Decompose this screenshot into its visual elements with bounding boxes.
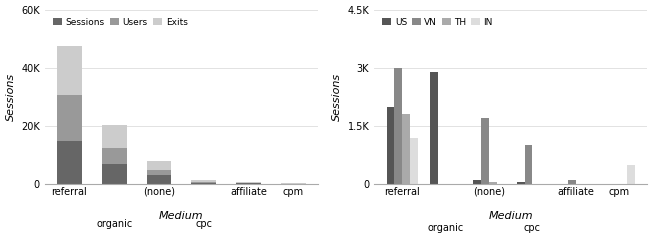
- Bar: [147, 161, 171, 170]
- Text: cpc: cpc: [195, 219, 212, 229]
- Y-axis label: Sessions: Sessions: [332, 73, 342, 121]
- Text: cpc: cpc: [524, 223, 541, 233]
- Bar: [236, 182, 261, 183]
- Bar: [568, 180, 576, 184]
- Bar: [147, 175, 171, 184]
- Bar: [57, 46, 82, 95]
- Bar: [524, 145, 532, 184]
- Text: organic: organic: [428, 223, 464, 233]
- X-axis label: Medium: Medium: [488, 211, 533, 221]
- Bar: [473, 180, 481, 184]
- Bar: [191, 183, 216, 184]
- Bar: [402, 114, 410, 184]
- Bar: [410, 138, 418, 184]
- Legend: Sessions, Users, Exits: Sessions, Users, Exits: [49, 14, 191, 30]
- Bar: [627, 165, 635, 184]
- Bar: [430, 72, 438, 184]
- X-axis label: Medium: Medium: [159, 211, 204, 221]
- Bar: [147, 170, 171, 175]
- Bar: [281, 183, 306, 184]
- Bar: [102, 148, 127, 164]
- Bar: [57, 141, 82, 184]
- Bar: [387, 107, 394, 184]
- Text: organic: organic: [96, 219, 133, 229]
- Bar: [517, 182, 524, 184]
- Bar: [191, 182, 216, 183]
- Y-axis label: Sessions: Sessions: [6, 73, 16, 121]
- Bar: [57, 95, 82, 141]
- Bar: [394, 68, 402, 184]
- Bar: [489, 182, 497, 184]
- Bar: [236, 183, 261, 184]
- Legend: US, VN, TH, IN: US, VN, TH, IN: [379, 14, 496, 30]
- Bar: [102, 164, 127, 184]
- Bar: [191, 181, 216, 182]
- Bar: [481, 118, 489, 184]
- Bar: [102, 125, 127, 148]
